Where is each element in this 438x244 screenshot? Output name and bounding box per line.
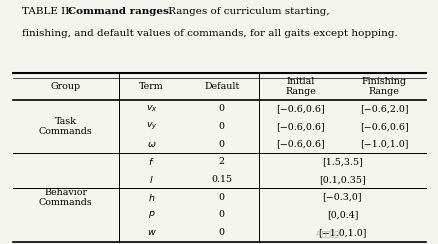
- Text: finishing, and default values of commands, for all gaits except hopping.: finishing, and default values of command…: [22, 29, 397, 38]
- Text: 0: 0: [218, 228, 224, 237]
- Text: 0: 0: [218, 211, 224, 219]
- Text: Group: Group: [51, 82, 81, 91]
- Text: [−0.6,0.6]: [−0.6,0.6]: [359, 122, 408, 131]
- Text: $f$: $f$: [148, 156, 154, 167]
- Text: TABLE II:: TABLE II:: [22, 7, 73, 16]
- Text: [−0.3,0]: [−0.3,0]: [322, 193, 361, 202]
- Text: [−1.0,1.0]: [−1.0,1.0]: [359, 140, 407, 149]
- Text: $p$: $p$: [147, 210, 155, 221]
- Text: [−0.6,0.6]: [−0.6,0.6]: [276, 104, 325, 113]
- Text: Default: Default: [204, 82, 239, 91]
- Text: $l$: $l$: [149, 174, 153, 185]
- Text: $w$: $w$: [146, 228, 156, 237]
- Text: Initial
Range: Initial Range: [285, 77, 315, 96]
- Text: Task
Commands: Task Commands: [39, 117, 92, 136]
- Text: [0.1,0.35]: [0.1,0.35]: [318, 175, 365, 184]
- Text: 0: 0: [218, 104, 224, 113]
- Text: Ranges of curriculum starting,: Ranges of curriculum starting,: [164, 7, 328, 16]
- Text: 0: 0: [218, 122, 224, 131]
- Text: $h$: $h$: [148, 192, 155, 203]
- Text: [−0.6,2.0]: [−0.6,2.0]: [359, 104, 407, 113]
- Text: 0: 0: [218, 140, 224, 149]
- Text: [−1.0,1.0]: [−1.0,1.0]: [318, 228, 366, 237]
- Text: Term: Term: [139, 82, 163, 91]
- Text: $\omega$: $\omega$: [146, 140, 156, 149]
- Text: AI生成未来: AI生成未来: [315, 230, 339, 237]
- Text: Command ranges.: Command ranges.: [68, 7, 172, 16]
- Text: 2: 2: [218, 157, 224, 166]
- Text: Behavior
Commands: Behavior Commands: [39, 188, 92, 207]
- Text: [−0.6,0.6]: [−0.6,0.6]: [276, 122, 325, 131]
- Text: 0: 0: [218, 193, 224, 202]
- Text: [−0.6,0.6]: [−0.6,0.6]: [276, 140, 325, 149]
- Text: Finishing
Range: Finishing Range: [361, 77, 406, 96]
- Text: [0,0.4]: [0,0.4]: [326, 211, 357, 219]
- Text: $v_x$: $v_x$: [145, 103, 157, 114]
- Text: [1.5,3.5]: [1.5,3.5]: [321, 157, 362, 166]
- Text: 0.15: 0.15: [211, 175, 232, 184]
- Text: $v_y$: $v_y$: [145, 121, 157, 132]
